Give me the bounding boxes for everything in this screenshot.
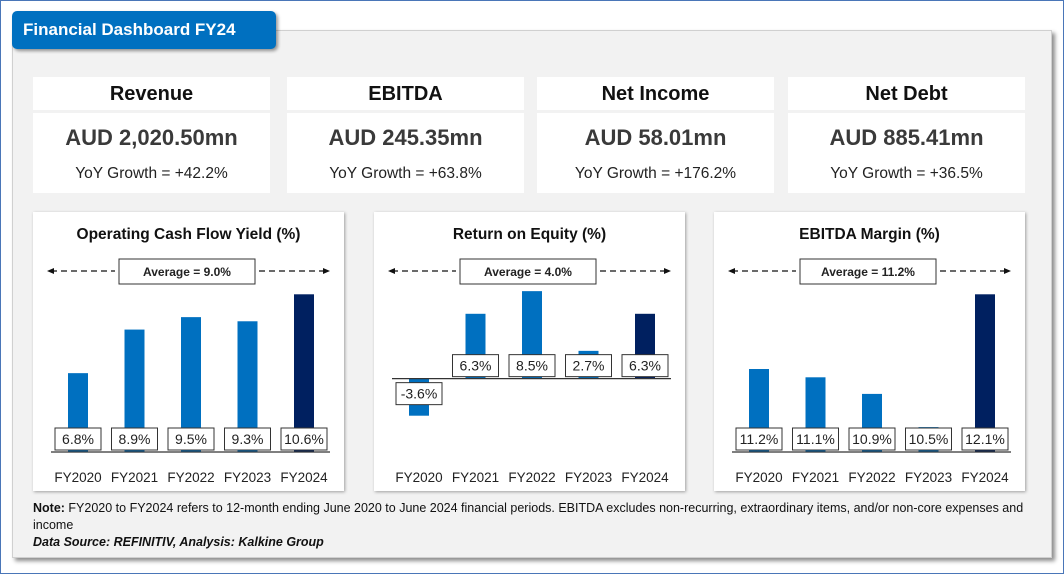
- dashboard-title: Financial Dashboard FY24: [12, 11, 276, 49]
- data-label: 9.3%: [232, 431, 264, 447]
- data-label: 10.6%: [284, 431, 324, 447]
- data-label: 6.3%: [629, 358, 661, 374]
- average-label: Average = 11.2%: [821, 265, 915, 279]
- data-label-box: [54, 427, 102, 451]
- kpi-value: AUD 2,020.50mn: [65, 125, 238, 150]
- data-label: 8.5%: [516, 358, 548, 374]
- kpi-label: Net Income: [537, 77, 774, 110]
- x-tick-label: FY2023: [224, 470, 271, 485]
- kpi-growth: YoY Growth = +176.2%: [574, 165, 737, 182]
- data-label-box: [905, 427, 952, 451]
- data-label-box: [167, 427, 215, 451]
- kpi-card-net-income: Net Income AUD 58.01mn YoY Growth = +176…: [537, 77, 774, 193]
- average-label: Average = 9.0%: [143, 265, 231, 279]
- kpi-growth: YoY Growth = +63.8%: [329, 165, 482, 182]
- x-tick-label: FY2021: [111, 470, 158, 485]
- data-label-box: [508, 354, 556, 378]
- chart-title: Operating Cash Flow Yield (%): [77, 226, 301, 243]
- data-label-box: [848, 427, 896, 451]
- x-tick-label: FY2021: [452, 470, 499, 485]
- data-label-box: [395, 382, 443, 406]
- data-label-box: [621, 354, 669, 378]
- data-label-box: [792, 427, 839, 451]
- x-tick-label: FY2023: [905, 470, 952, 485]
- arrow-left-icon: [728, 268, 735, 274]
- data-label: 12.1%: [965, 431, 1005, 447]
- arrow-left-icon: [47, 268, 54, 274]
- kpi-label: Revenue: [33, 77, 270, 110]
- data-label-box: [452, 354, 499, 378]
- bar-fy2024: [294, 294, 314, 452]
- arrow-right-icon: [323, 268, 330, 274]
- x-tick-label: FY2020: [54, 470, 101, 485]
- kpi-growth: YoY Growth = +42.2%: [75, 165, 228, 182]
- data-label: 11.1%: [796, 431, 835, 447]
- footnote: Note: FY2020 to FY2024 refers to 12-mont…: [33, 500, 1033, 551]
- x-tick-label: FY2022: [508, 470, 555, 485]
- kpi-growth: YoY Growth = +36.5%: [830, 165, 983, 182]
- chart-ebitda-margin: EBITDA Margin (%) Average = 11.2% 11.2% 11.…: [714, 212, 1025, 491]
- data-label-box: [735, 427, 783, 451]
- kpi-card-net-debt: Net Debt AUD 885.41mn YoY Growth = +36.5…: [788, 77, 1025, 193]
- data-label: 10.5%: [909, 431, 949, 447]
- bar-fy2023: [237, 321, 258, 452]
- kpi-body: AUD 2,020.50mn YoY Growth = +42.2%: [33, 113, 270, 193]
- kpi-body: AUD 885.41mn YoY Growth = +36.5%: [788, 113, 1025, 193]
- kpi-body: AUD 245.35mn YoY Growth = +63.8%: [287, 113, 524, 193]
- chart-operating-cash-flow-yield: Operating Cash Flow Yield (%) Average = 9…: [33, 212, 344, 491]
- kpi-body: AUD 58.01mn YoY Growth = +176.2%: [537, 113, 774, 193]
- data-label: 9.5%: [175, 431, 207, 447]
- note-label: Note:: [33, 501, 65, 515]
- kpi-value: AUD 885.41mn: [829, 125, 984, 150]
- data-label-box: [280, 427, 328, 451]
- chart-svg: EBITDA Margin (%) Average = 11.2% 11.2% 11.…: [728, 226, 1011, 485]
- arrow-right-icon: [1004, 268, 1011, 274]
- arrow-right-icon: [664, 268, 671, 274]
- x-tick-label: FY2021: [792, 470, 839, 485]
- bar-fy2021: [124, 329, 145, 452]
- x-tick-label: FY2020: [395, 470, 442, 485]
- data-label-box: [565, 354, 612, 378]
- average-box: [799, 258, 937, 285]
- arrow-left-icon: [388, 268, 395, 274]
- data-label: 6.8%: [62, 431, 94, 447]
- x-tick-label: FY2020: [735, 470, 782, 485]
- average-label: Average = 4.0%: [484, 265, 572, 279]
- x-tick-label: FY2022: [167, 470, 214, 485]
- chart-svg: Operating Cash Flow Yield (%) Average = 9…: [47, 226, 330, 485]
- chart-title: Return on Equity (%): [453, 226, 606, 243]
- average-box: [459, 258, 597, 285]
- x-tick-label: FY2023: [565, 470, 612, 485]
- chart-title: EBITDA Margin (%): [799, 226, 940, 243]
- x-tick-label: FY2022: [848, 470, 895, 485]
- data-source: Data Source: REFINITIV, Analysis: Kalkin…: [33, 535, 324, 549]
- kpi-label: Net Debt: [788, 77, 1025, 110]
- data-label: 10.9%: [852, 431, 892, 447]
- kpi-value: AUD 58.01mn: [584, 125, 727, 150]
- bar-fy2024: [975, 294, 995, 452]
- data-label: 2.7%: [573, 358, 605, 374]
- kpi-card-revenue: Revenue AUD 2,020.50mn YoY Growth = +42.…: [33, 77, 270, 193]
- kpi-label: EBITDA: [287, 77, 524, 110]
- data-label: -3.6%: [401, 386, 438, 402]
- x-tick-label: FY2024: [621, 470, 669, 485]
- data-label: 6.3%: [460, 358, 492, 374]
- x-tick-label: FY2024: [961, 470, 1009, 485]
- kpi-value: AUD 245.35mn: [328, 125, 483, 150]
- data-label-box: [961, 427, 1009, 451]
- footnote-note: Note: FY2020 to FY2024 refers to 12-mont…: [33, 500, 1033, 534]
- chart-svg: Return on Equity (%) Average = 4.0% -3.6% 6…: [388, 226, 671, 485]
- average-box: [118, 258, 256, 285]
- bar-fy2022: [181, 317, 201, 452]
- x-tick-label: FY2024: [280, 470, 328, 485]
- note-text: FY2020 to FY2024 refers to 12-month endi…: [33, 501, 1024, 532]
- data-label: 11.2%: [740, 431, 779, 447]
- data-label: 8.9%: [119, 431, 151, 447]
- data-label-box: [224, 427, 271, 451]
- data-label-box: [111, 427, 158, 451]
- chart-return-on-equity: Return on Equity (%) Average = 4.0% -3.6% 6…: [374, 212, 685, 491]
- kpi-card-ebitda: EBITDA AUD 245.35mn YoY Growth = +63.8%: [287, 77, 524, 193]
